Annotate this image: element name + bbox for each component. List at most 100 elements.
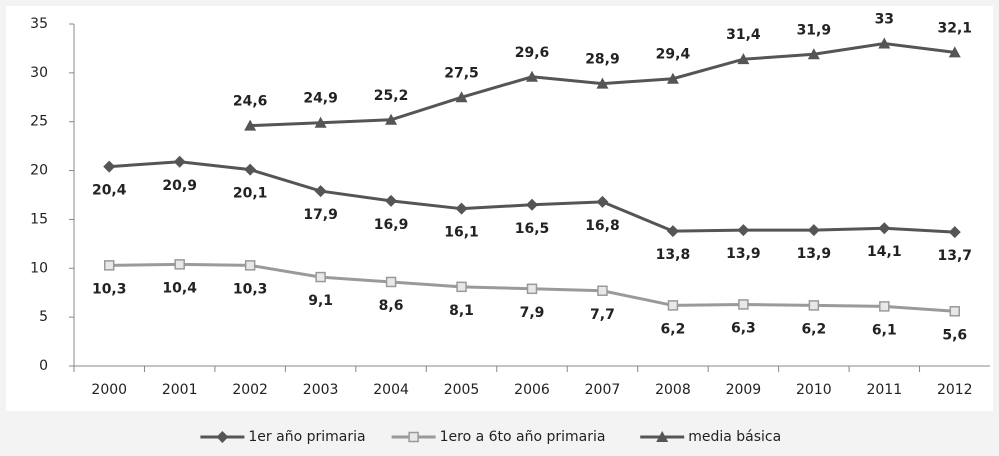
legend-marker: [408, 431, 419, 443]
point: [596, 195, 609, 208]
data-label: 16,1: [444, 225, 479, 241]
point: [314, 185, 327, 198]
x-tick-label: 2009: [726, 382, 762, 398]
data-label: 20,1: [233, 186, 268, 202]
point: [456, 281, 467, 293]
point: [948, 46, 961, 58]
point: [174, 259, 185, 270]
point: [526, 283, 538, 295]
data-label: 17,9: [303, 207, 338, 223]
x-tick-label: 2000: [91, 382, 127, 398]
y-tick-label: 5: [39, 309, 48, 325]
point: [667, 300, 679, 311]
x-tick-label: 2010: [796, 382, 832, 398]
point: [597, 285, 608, 297]
data-label: 7,9: [520, 305, 545, 321]
point: [807, 48, 820, 60]
x-tick-label: 2012: [937, 382, 973, 398]
y-tick-label: 20: [30, 163, 48, 179]
point: [808, 300, 820, 311]
point: [807, 224, 820, 237]
legend-marker: [656, 431, 669, 442]
x-tick-label: 2004: [373, 382, 409, 398]
data-label: 6,2: [661, 321, 686, 337]
data-label: 6,2: [801, 321, 826, 337]
data-label: 13,7: [937, 248, 972, 264]
point: [666, 72, 679, 84]
data-label: 33: [875, 12, 894, 28]
data-label: 6,3: [731, 320, 756, 336]
y-tick-label: 30: [30, 65, 48, 81]
data-label: 13,9: [797, 246, 832, 262]
point: [526, 198, 538, 211]
point: [879, 301, 890, 312]
x-tick-label: 2001: [162, 382, 198, 398]
data-label: 27,5: [444, 65, 479, 81]
point: [948, 226, 961, 239]
data-label: 8,1: [449, 303, 474, 319]
point: [315, 271, 326, 283]
legend-label: 1ero a 6to año primaria: [440, 429, 606, 445]
x-tick-label: 2011: [866, 382, 902, 398]
point: [737, 224, 750, 237]
point: [385, 276, 397, 288]
y-tick-label: 10: [30, 260, 48, 276]
point: [103, 260, 115, 271]
x-tick-label: 2005: [444, 382, 480, 398]
point: [103, 160, 116, 173]
point: [738, 299, 749, 310]
data-label: 16,9: [374, 217, 409, 233]
point: [737, 53, 750, 65]
data-label: 16,8: [585, 218, 620, 234]
data-label: 9,1: [308, 293, 333, 309]
x-tick-label: 2002: [232, 382, 268, 398]
data-label: 32,1: [937, 20, 972, 36]
point: [385, 194, 398, 207]
data-label: 14,1: [867, 244, 902, 260]
y-tick-label: 15: [30, 211, 48, 227]
point: [385, 113, 398, 125]
data-label: 10,4: [162, 280, 197, 296]
y-tick-label: 0: [39, 358, 48, 374]
data-label: 6,1: [872, 322, 897, 338]
legend-label: media básica: [688, 429, 781, 445]
x-tick-label: 2006: [514, 382, 550, 398]
data-label: 8,6: [379, 298, 404, 314]
plot-background: [6, 6, 993, 411]
x-tick-label: 2003: [303, 382, 339, 398]
data-label: 10,3: [233, 281, 268, 297]
point: [949, 306, 961, 317]
data-label: 28,9: [585, 52, 620, 68]
data-label: 13,8: [656, 247, 691, 263]
data-label: 16,5: [515, 221, 550, 237]
x-tick-label: 2008: [655, 382, 691, 398]
data-label: 24,6: [233, 94, 268, 110]
point: [455, 202, 468, 215]
data-label: 31,4: [726, 27, 761, 43]
point: [526, 70, 538, 82]
y-tick-label: 25: [30, 114, 48, 130]
point: [666, 225, 679, 238]
point: [878, 37, 891, 49]
y-tick-label: 35: [30, 16, 48, 32]
data-label: 20,9: [162, 178, 197, 194]
point: [596, 77, 609, 89]
legend-marker: [216, 431, 229, 443]
data-label: 7,7: [590, 307, 615, 323]
data-label: 20,4: [92, 183, 127, 199]
data-label: 25,2: [374, 88, 409, 104]
data-label: 31,9: [797, 22, 832, 38]
point: [314, 116, 327, 128]
point: [244, 163, 257, 176]
point: [173, 155, 186, 168]
legend-label: 1er año primaria: [248, 429, 365, 445]
data-label: 24,9: [303, 91, 338, 107]
data-label: 5,6: [942, 327, 967, 343]
data-label: 13,9: [726, 246, 761, 262]
data-label: 29,6: [515, 45, 550, 61]
data-label: 29,4: [656, 47, 691, 63]
x-tick-label: 2007: [585, 382, 621, 398]
point: [878, 222, 891, 235]
